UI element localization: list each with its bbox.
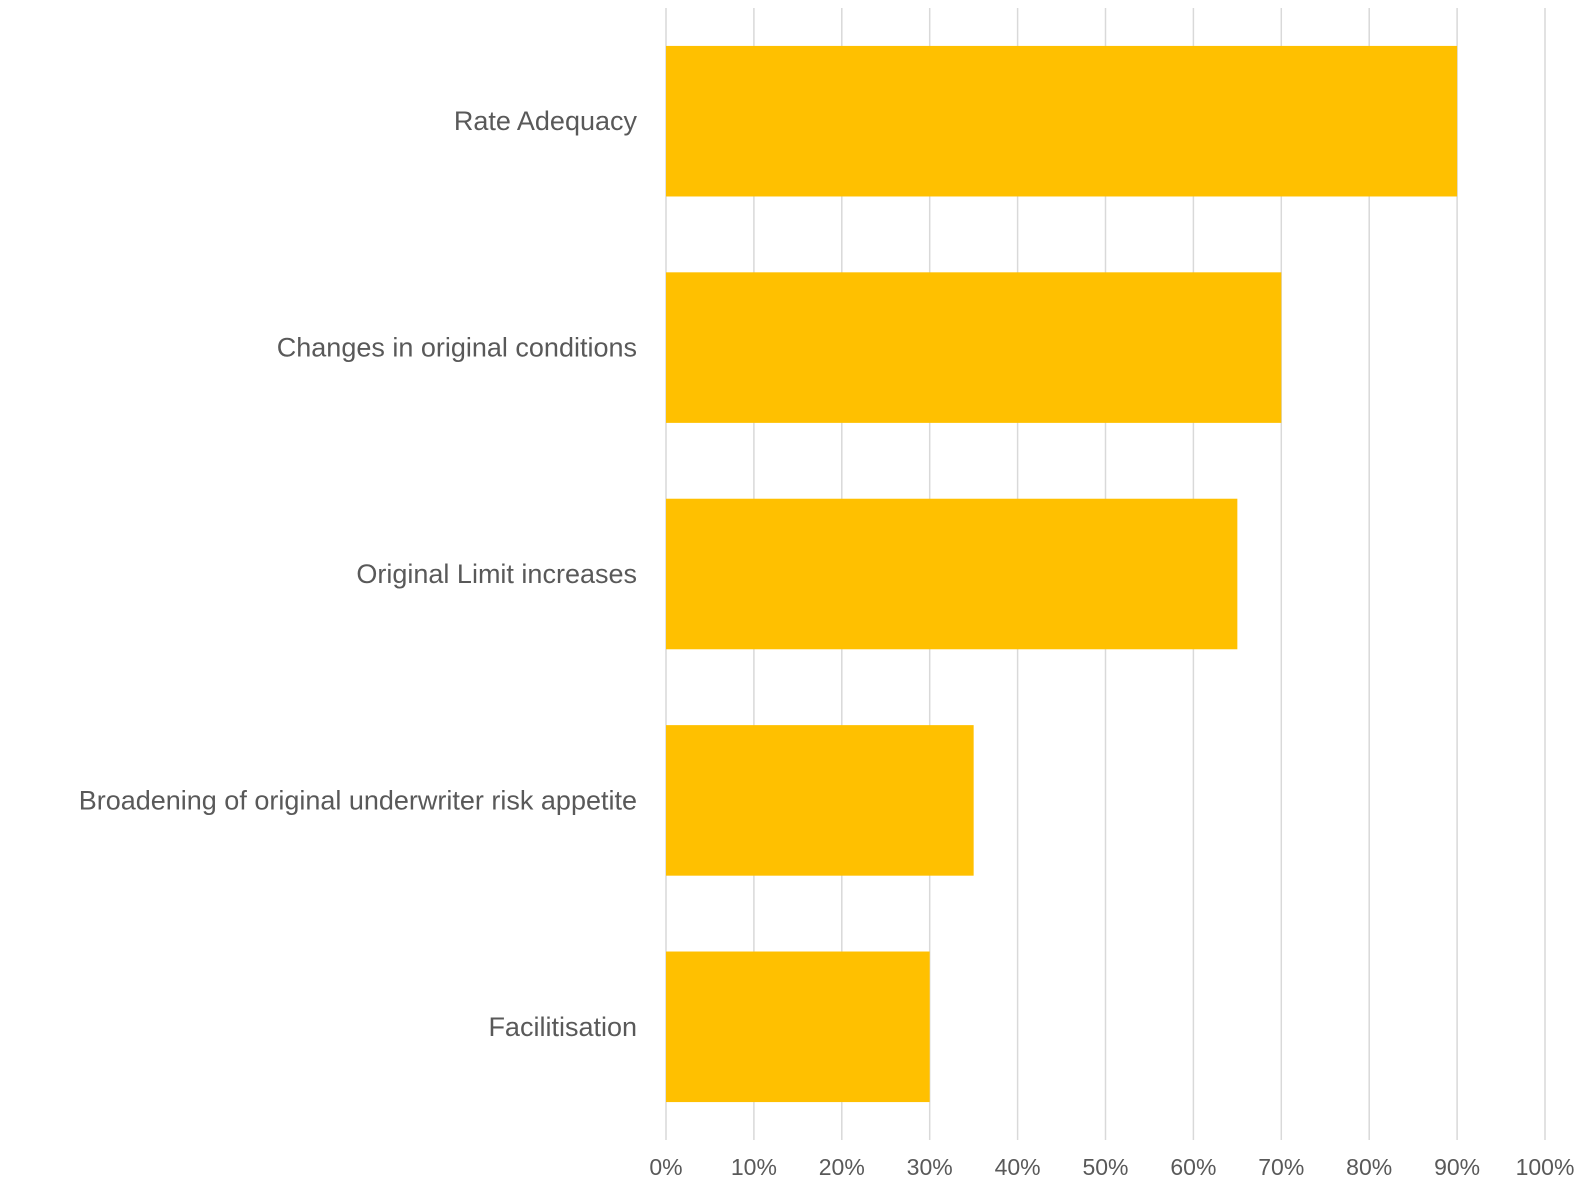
bar (666, 951, 930, 1103)
x-tick-label: 0% (649, 1154, 682, 1180)
x-tick-label: 30% (907, 1154, 953, 1180)
x-tick-label: 80% (1346, 1154, 1392, 1180)
x-tick-label: 100% (1516, 1154, 1575, 1180)
category-label: Broadening of original underwriter risk … (79, 785, 637, 815)
x-tick-label: 60% (1170, 1154, 1216, 1180)
x-tick-label: 70% (1258, 1154, 1304, 1180)
category-label: Original Limit increases (356, 559, 637, 589)
x-axis-tick-labels: 0% 10% 20% 30% 40% 50% 60% 70% 80% 90% 100% (649, 1154, 1574, 1180)
x-tick-label: 20% (819, 1154, 865, 1180)
category-label: Facilitisation (488, 1012, 637, 1042)
x-tick-label: 90% (1434, 1154, 1480, 1180)
bars (666, 45, 1458, 1103)
category-label: Rate Adequacy (454, 106, 638, 136)
category-label: Changes in original conditions (277, 333, 637, 363)
bar (666, 45, 1458, 197)
x-tick-label: 40% (995, 1154, 1041, 1180)
x-tick-label: 50% (1082, 1154, 1128, 1180)
bar (666, 725, 974, 876)
category-labels: Rate Adequacy Changes in original conditi… (79, 106, 638, 1042)
bar (666, 498, 1238, 650)
bar (666, 272, 1282, 423)
x-tick-label: 10% (731, 1154, 777, 1180)
